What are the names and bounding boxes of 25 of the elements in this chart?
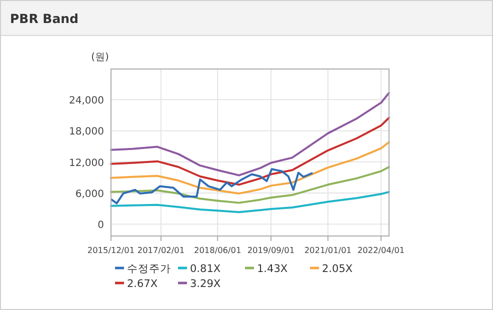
legend-label: 수정주가 [127, 263, 171, 275]
x-tick-label: 2022/04/01 [357, 245, 405, 255]
line-series [110, 168, 313, 204]
line-series [110, 141, 390, 194]
y-tick-label: 0 [98, 220, 104, 232]
legend-label: 0.81X [190, 263, 221, 275]
legend-label: 2.05X [322, 263, 353, 275]
x-tick-label: 2021/01/01 [304, 245, 352, 255]
line-series [110, 116, 390, 186]
line-series [110, 92, 390, 176]
legend-label: 2.67X [127, 278, 158, 290]
x-tick-label: 2018/06/01 [194, 245, 242, 255]
chart-title: PBR Band [10, 11, 78, 26]
y-tick-label: 24,000 [69, 96, 104, 107]
line-series [110, 190, 390, 214]
legend-label: 3.29X [190, 278, 221, 290]
y-tick-label: 18,000 [69, 126, 104, 138]
legend-label: 1.43X [257, 263, 288, 275]
x-tick-label: 2017/02/01 [137, 245, 185, 255]
y-axis-title: (원) [91, 52, 109, 63]
x-tick-label: 2019/09/01 [247, 245, 295, 255]
x-tick-label: 2015/12/01 [87, 245, 135, 255]
y-tick-label: 6,000 [75, 188, 104, 200]
y-tick-label: 12,000 [69, 158, 104, 169]
line-series [110, 166, 390, 204]
